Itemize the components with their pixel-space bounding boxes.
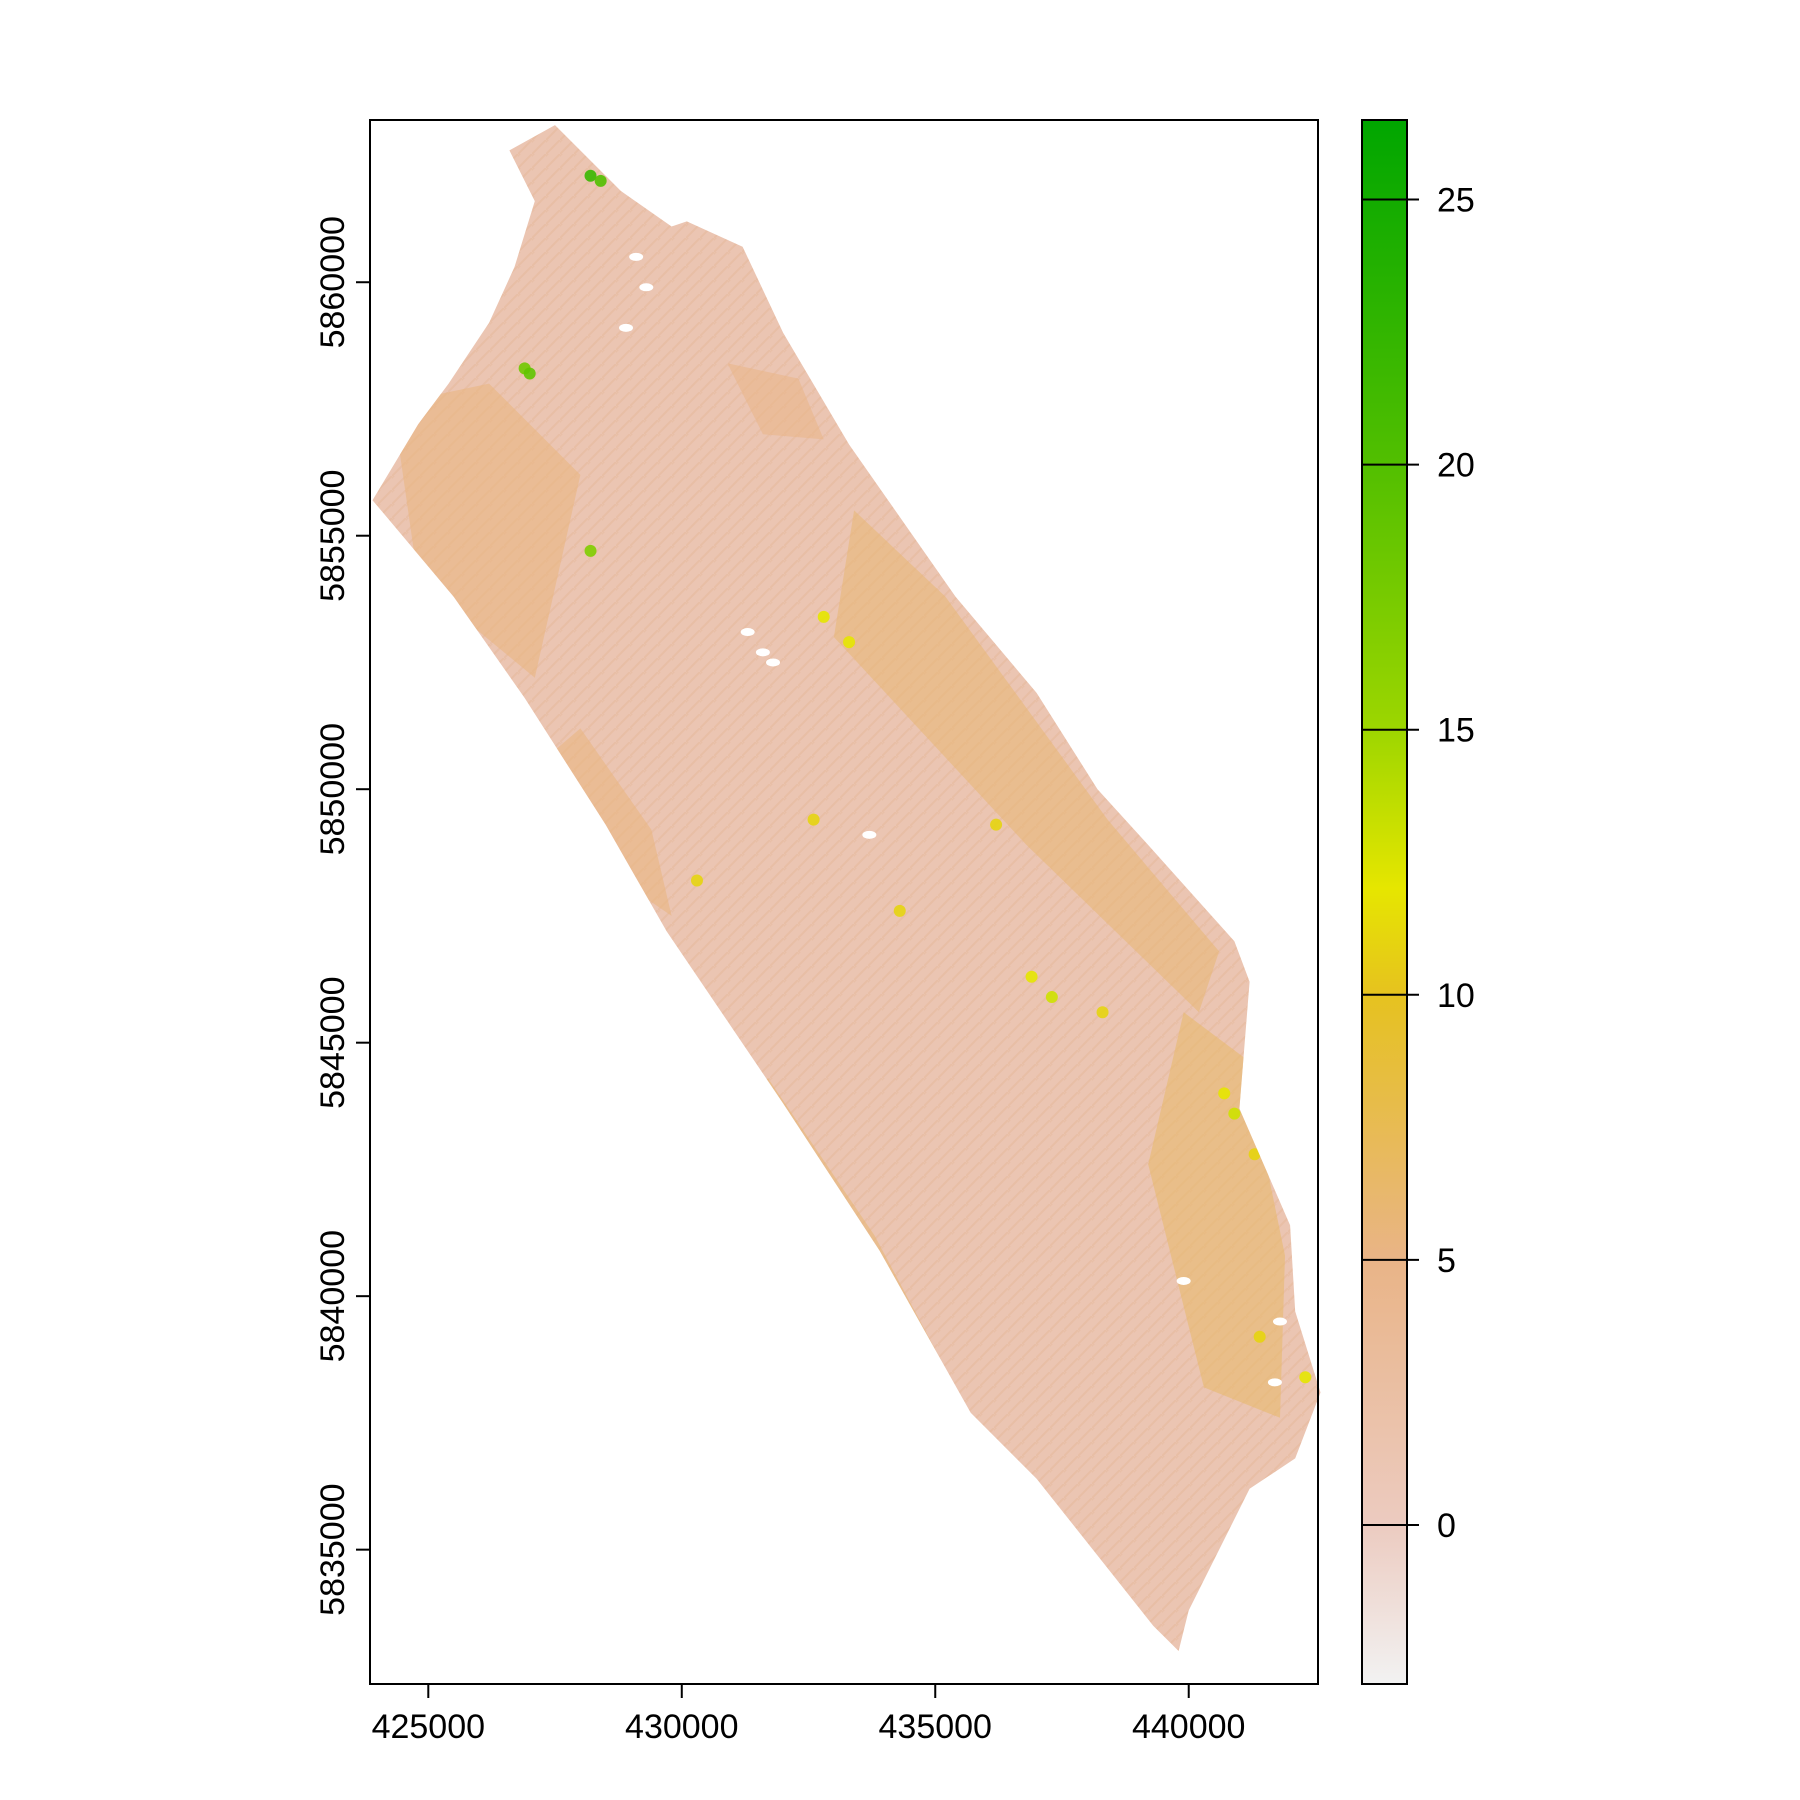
raster-hotspot	[584, 544, 597, 557]
raster-hotspot	[1045, 991, 1058, 1004]
raster-warm-patch	[727, 363, 824, 440]
raster-hotspot	[1218, 1087, 1231, 1100]
legend-tick-label: 25	[1437, 182, 1475, 220]
raster-texture	[372, 125, 1321, 1652]
y-tick-label: 5860000	[314, 216, 352, 348]
raster-hotspot	[1299, 1371, 1312, 1384]
raster-nodata-hole	[862, 830, 877, 839]
raster-hotspot	[1253, 1330, 1266, 1343]
raster-hotspot	[523, 367, 536, 380]
y-axis: 5835000 5840000 5845000 5850000 5855000 58600…	[314, 216, 370, 1616]
raster-hotspot	[843, 636, 856, 649]
y-tick-label: 5835000	[314, 1483, 352, 1615]
raster-nodata-hole	[619, 323, 634, 332]
raster-nodata-hole	[639, 283, 654, 292]
legend-color-bar	[1361, 119, 1408, 1685]
raster-warm-patch	[833, 510, 1220, 1013]
raster-hotspot	[690, 874, 703, 887]
map-panel: 425000 430000 435000 440000 583500058400005…	[314, 119, 1321, 1746]
raster-hotspot	[1096, 1006, 1109, 1019]
legend-axis: 0 5 10 15 20 25	[1362, 182, 1475, 1545]
raster-hotspot	[584, 169, 597, 182]
legend-tick-label: 15	[1437, 712, 1475, 750]
raster-hotspot	[807, 813, 820, 826]
y-tick-label: 5840000	[314, 1230, 352, 1362]
raster-image	[372, 125, 1321, 1652]
raster-nodata-hole	[629, 252, 644, 261]
legend-tick-label: 10	[1437, 977, 1475, 1015]
y-tick-label: 5855000	[314, 470, 352, 602]
y-tick-label: 5845000	[314, 976, 352, 1108]
raster-nodata-hole	[1267, 1378, 1282, 1387]
legend-tick-label: 0	[1437, 1507, 1456, 1545]
x-axis: 425000 430000 435000 440000	[372, 1684, 1245, 1746]
raster-nodata-hole	[766, 658, 781, 667]
raster-hotspot	[1025, 970, 1038, 983]
legend-tick-label: 5	[1437, 1242, 1456, 1280]
raster-hotspot	[817, 610, 830, 623]
y-tick-label: 5850000	[314, 723, 352, 855]
raster-warm-patch	[544, 728, 672, 916]
map-frame	[369, 119, 1319, 1685]
raster-nodata-hole	[755, 648, 770, 657]
raster-nodata-hole	[740, 628, 755, 637]
raster-nodata-hole	[1176, 1276, 1191, 1285]
x-tick-label: 425000	[372, 1708, 485, 1746]
x-tick-label: 435000	[879, 1708, 992, 1746]
raster-nodata-hole	[1272, 1317, 1287, 1326]
color-legend: 0 5 10 15 20 25	[1361, 119, 1475, 1685]
legend-tick-label: 20	[1437, 447, 1475, 485]
x-tick-label: 430000	[625, 1708, 738, 1746]
raster-hotspot	[594, 174, 607, 187]
raster-hotspot	[1248, 1148, 1261, 1161]
raster-warm-patch	[392, 383, 581, 678]
raster-hotspot	[1228, 1107, 1241, 1120]
raster-hotspot	[990, 818, 1003, 831]
raster-hotspot	[893, 904, 906, 917]
x-tick-label: 440000	[1132, 1708, 1245, 1746]
